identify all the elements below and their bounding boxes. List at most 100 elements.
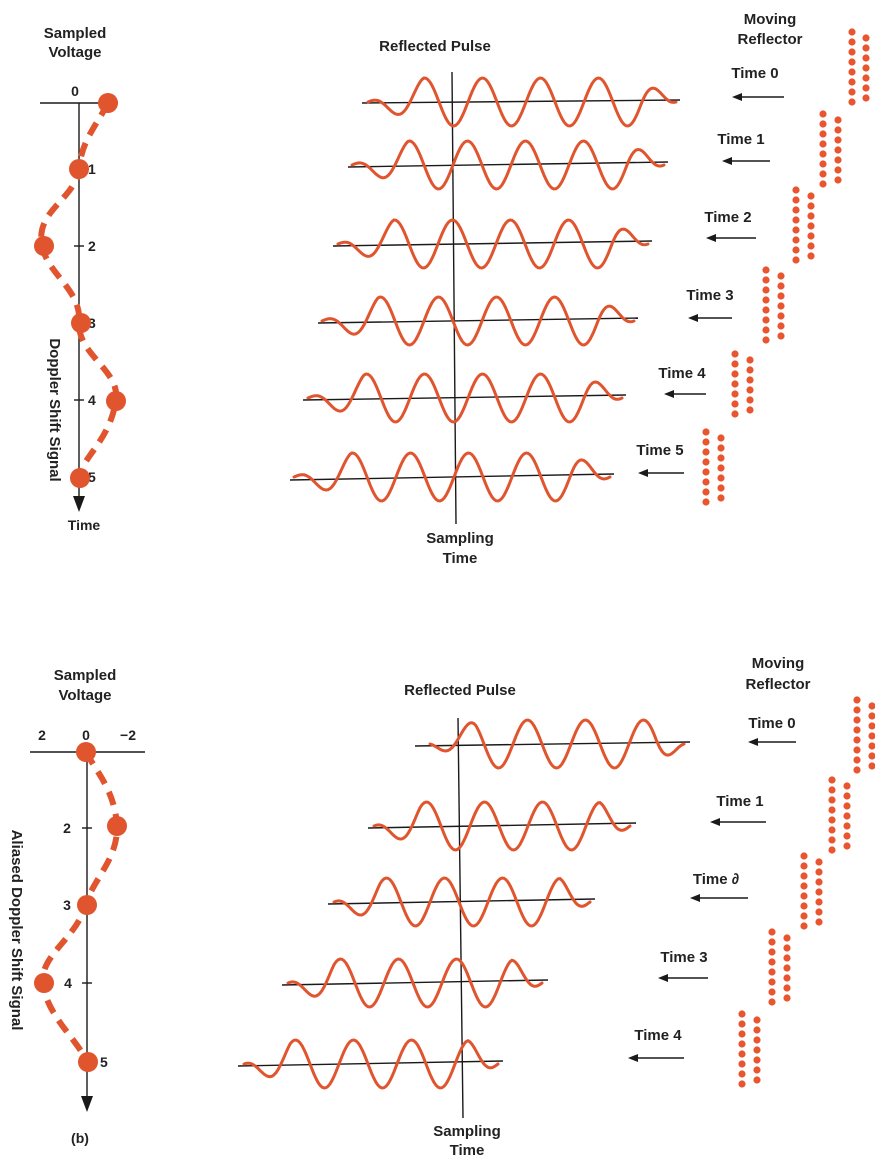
motion-arrowhead [706,234,716,242]
panel-a-reflector-dot [717,444,725,452]
panel-a-reflector-dot [792,246,800,254]
panel-b-reflector-dot [868,762,875,770]
panel-a-pulse-1 [347,139,669,191]
panel-a-reflector-dot [792,226,800,234]
panel-b-reflector-dot [868,742,875,750]
pulse-waveform [292,451,612,503]
motion-arrowhead [688,314,698,322]
panel-a-reflector-dot [834,166,842,174]
panel-b-reflector-dot [800,882,808,890]
panel-a-reflector-dot [862,44,870,52]
panel-a-reflector-dot [819,180,827,188]
panel-b-reflected-pulses: Reflected Pulse Sampling Time [237,682,691,1156]
pulse-waveform [366,76,678,128]
motion-arrowhead [628,1054,638,1062]
panel-a: Sampled Voltage 0 1 2 3 4 5 Time Doppler… [34,11,870,567]
time-label-line2: Time [450,1142,485,1156]
sample-point [98,93,118,113]
panel-a-reflector-dot [702,428,710,436]
panel-b-reflector-dot [768,988,776,996]
panel-b-reflector-dot [753,1026,761,1034]
panel-a-pulse-5 [289,451,615,503]
panel-a-reflector-dot [807,232,815,240]
sample-point [34,973,54,993]
panel-a-reflector-dot [717,494,725,502]
panel-a-time-label-0: Time 0 [731,65,778,82]
panel-a-reflector-dot [777,322,785,330]
panel-a-reflected-pulses: Reflected Pulse Sampling Time [289,38,681,567]
panel-b-reflector-dot [768,968,776,976]
panel-a-reflector-dot [807,252,815,260]
aliased-doppler-shift-signal-label: Aliased Doppler Shift Signal [8,830,25,1031]
reflected-pulse-label: Reflected Pulse [379,38,491,55]
panel-a-reflector-dot [862,54,870,62]
panel-b-time-label-2: Time ∂ [693,871,739,888]
panel-a-reflector-dot [792,256,800,264]
panel-b-reflector-dot [868,752,875,760]
sample-tick-4: 4 [64,975,72,991]
motion-arrowhead [732,93,742,101]
pulse-baseline [414,741,691,747]
panel-b-reflector-dot [753,1036,761,1044]
panel-a-time-label-4: Time 4 [658,365,706,382]
panel-b-time-label-0: Time 0 [748,715,795,732]
pulse-waveform [350,139,666,191]
panel-a-reflector-dot [848,48,856,56]
panel-a-reflector-dot [762,336,770,344]
axis-value-zero: 0 [82,727,90,743]
panel-b-reflector-dot [768,958,776,966]
panel-b-reflector-dot [800,862,808,870]
panel-a-reflector-dot [834,126,842,134]
panel-b-reflector-dot [828,786,836,794]
panel-b-reflector-dot [815,858,823,866]
panel-a-time-label-3: Time 3 [686,287,733,304]
panel-a-reflector-dot [848,98,856,106]
panel-a-reflector-dot [762,306,770,314]
motion-arrowhead [638,469,648,477]
pulse-baseline [332,240,653,247]
panel-a-reflector-dot [834,176,842,184]
panel-a-reflector-dot [777,292,785,300]
pulse-waveform [336,218,650,270]
panel-a-reflector-dot [731,350,739,358]
sample-tick-3: 3 [88,315,96,331]
panel-b-reflector-dot [828,836,836,844]
sample-point [69,159,89,179]
panel-b-reflector-dot [815,918,823,926]
panel-a-reflector-dot [702,448,710,456]
panel-b-reflector-dot [843,792,851,800]
sample-point [107,816,127,836]
zero-label: 0 [71,83,79,99]
panel-b-reflector-dot [783,994,791,1002]
pulse-waveform [242,1038,500,1090]
panel-b-pulse-4 [237,1038,504,1090]
sampled-label-line1: Sampled [44,25,107,42]
motion-arrowhead [658,974,668,982]
panel-a-reflector-dot [848,28,856,36]
panel-b-reflector-dot [853,746,861,754]
sampling-time-line [451,71,457,525]
panel-a-reflector-dot [702,468,710,476]
panel-a-reflector-dot [702,478,710,486]
sample-point [106,391,126,411]
panel-a-reflector-dot [746,356,754,364]
motion-arrowhead [690,894,700,902]
panel-b-reflector-dot [768,978,776,986]
panel-b-reflector-dot [753,1076,761,1084]
panel-b: Sampled Voltage 2 0 −2 2 3 4 5 (b) Alias… [8,655,875,1156]
panel-b-reflector-dot [828,846,836,854]
panel-b-reflector-dot [843,822,851,830]
panel-b-reflector-dot [738,1050,746,1058]
motion-arrowhead [664,390,674,398]
reflector-label-line2: Reflector [745,676,810,693]
time-axis-label: Time [68,517,101,533]
panel-b-reflector-dot [815,878,823,886]
panel-a-reflector-dot [792,236,800,244]
sample-tick-4: 4 [88,392,96,408]
panel-a-reflector-dot [862,74,870,82]
panel-b-reflector-dot [738,1080,746,1088]
panel-a-reflector-dot [762,266,770,274]
sampling-label-line1: Sampling [433,1123,501,1140]
panel-b-reflector-dot [815,888,823,896]
sample-point [71,313,91,333]
